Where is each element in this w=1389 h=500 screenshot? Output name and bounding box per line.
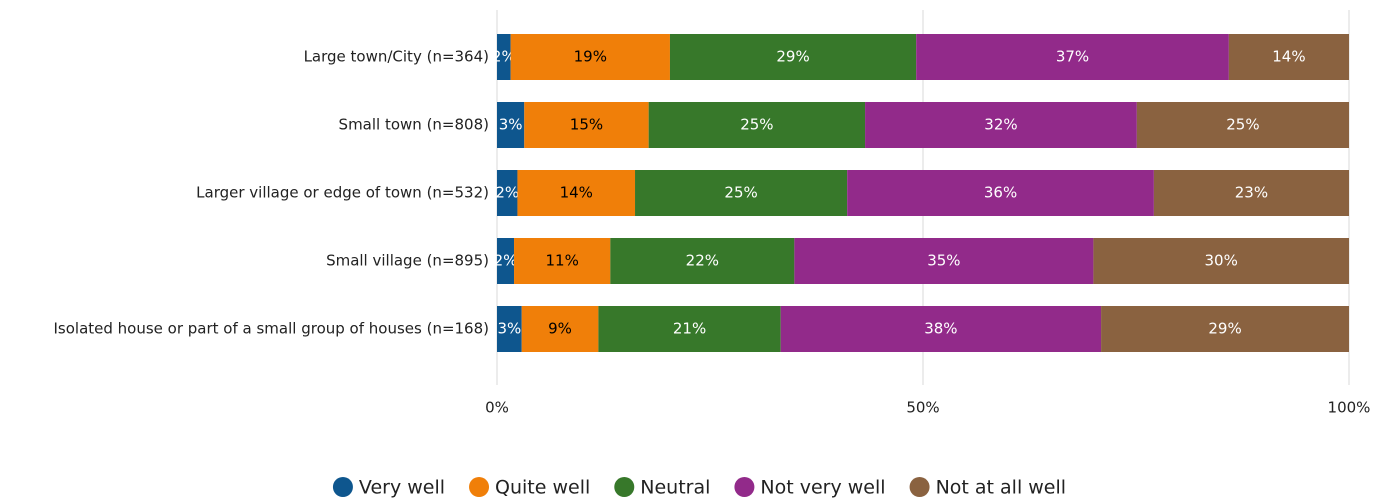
bar-segment — [1136, 102, 1349, 148]
x-tick-label: 0% — [485, 399, 509, 417]
legend-label: Neutral — [640, 477, 710, 499]
data-label: 36% — [984, 184, 1017, 202]
legend-label: Not very well — [760, 477, 885, 499]
data-label: 37% — [1056, 48, 1089, 66]
bar-segment — [847, 170, 1154, 216]
data-label: 2% — [494, 252, 518, 270]
legend-label: Very well — [359, 477, 445, 499]
y-tick-label: Small town (n=808) — [339, 116, 489, 134]
data-label: 21% — [673, 320, 706, 338]
bar-segment — [521, 306, 599, 352]
data-label: 22% — [686, 252, 719, 270]
legend-marker — [909, 477, 930, 497]
bar-segment — [497, 170, 518, 216]
data-label: 38% — [924, 320, 957, 338]
bar-segment — [497, 306, 522, 352]
data-label: 32% — [984, 116, 1017, 134]
data-label: 29% — [1208, 320, 1241, 338]
bar-segment — [635, 170, 848, 216]
data-label: 23% — [1235, 184, 1268, 202]
data-label: 19% — [574, 48, 607, 66]
legend-label: Quite well — [495, 477, 590, 499]
legend-label: Not at all well — [936, 477, 1067, 499]
y-tick-label: Small village (n=895) — [326, 252, 489, 270]
bar-segment — [794, 238, 1094, 284]
y-tick-label: Larger village or edge of town (n=532) — [196, 184, 489, 202]
legend-marker — [469, 477, 490, 497]
bar-segment — [1228, 34, 1349, 80]
data-label: 25% — [740, 116, 773, 134]
legend-marker — [734, 477, 755, 497]
bar-segment — [510, 34, 670, 80]
data-label: 25% — [1226, 116, 1259, 134]
data-label: 3% — [497, 320, 521, 338]
bar-segment — [648, 102, 866, 148]
data-label: 30% — [1205, 252, 1238, 270]
bar-segment — [780, 306, 1102, 352]
legend-marker — [614, 477, 635, 497]
data-label: 14% — [1272, 48, 1305, 66]
y-tick-label: Large town/City (n=364) — [304, 48, 489, 66]
data-label: 29% — [776, 48, 809, 66]
legend-marker — [332, 477, 353, 497]
bar-segment — [497, 102, 525, 148]
bar-segment — [1101, 306, 1349, 352]
x-tick-label: 100% — [1328, 399, 1371, 417]
data-label: 35% — [927, 252, 960, 270]
bar-segment — [865, 102, 1137, 148]
data-label: 11% — [546, 252, 579, 270]
bar-segment — [610, 238, 795, 284]
data-label: 2% — [492, 48, 516, 66]
bar-segment — [1153, 170, 1349, 216]
y-tick-label: Isolated house or part of a small group … — [53, 320, 489, 338]
bar-segment — [598, 306, 781, 352]
bar-segment — [524, 102, 649, 148]
data-label: 9% — [548, 320, 572, 338]
bar-segment — [497, 34, 511, 80]
x-tick-label: 50% — [906, 399, 939, 417]
bar-segment — [916, 34, 1229, 80]
data-label: 2% — [495, 184, 519, 202]
bar-segment — [497, 238, 515, 284]
bar-segment — [517, 170, 636, 216]
data-label: 25% — [724, 184, 757, 202]
bar-segment — [514, 238, 611, 284]
bar-segment — [1093, 238, 1349, 284]
data-label: 14% — [560, 184, 593, 202]
data-label: 15% — [570, 116, 603, 134]
bar-segment — [669, 34, 917, 80]
data-label: 3% — [499, 116, 523, 134]
